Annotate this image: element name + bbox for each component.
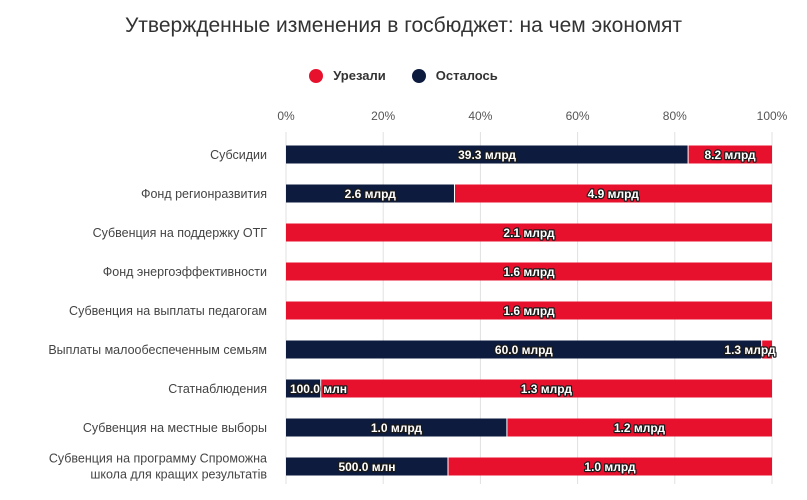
x-tick-label: 100%	[757, 109, 788, 123]
bar-remaining[interactable]	[286, 340, 762, 359]
data-label-cut: 8.2 млрд	[704, 148, 756, 162]
category-label: Субвенция на поддержку ОТГ	[93, 226, 268, 240]
data-label-cut: 2.1 млрд	[503, 226, 555, 240]
category-label: Статнаблюдения	[168, 382, 267, 396]
data-label-remaining: 2.6 млрд	[345, 187, 397, 201]
legend-label-remaining: Осталось	[435, 68, 498, 83]
bar-cut[interactable]	[506, 418, 772, 437]
bar-cut[interactable]	[454, 184, 772, 203]
bar-cut[interactable]	[448, 457, 772, 476]
bar-remaining[interactable]	[286, 184, 455, 203]
data-labels: 39.3 млрд 8.2 млрд 2.6 млрд 4.9 млрд 2.1 млр…	[289, 147, 777, 475]
data-label-cut: 1.6 млрд	[503, 265, 555, 279]
data-label-cut: 1.0 млрд	[584, 460, 636, 474]
bar-remaining[interactable]	[286, 145, 689, 164]
data-label-remaining: 60.0 млрд	[495, 343, 553, 357]
x-tick-label: 60%	[566, 109, 590, 123]
bar-remaining[interactable]	[286, 379, 321, 398]
data-label-remaining: 1.0 млрд	[371, 421, 423, 435]
bar-cut[interactable]	[286, 223, 772, 242]
category-label-line: школа для кращих результатів	[90, 468, 267, 482]
data-label-cut: 1.3 млрд	[521, 382, 573, 396]
data-label-remaining: 39.3 млрд	[458, 148, 516, 162]
bar-remaining[interactable]	[286, 457, 448, 476]
category-label: Субвенция на программу Спроможна школа дл…	[49, 452, 268, 482]
category-label: Фонд энергоэффективности	[103, 265, 267, 279]
x-axis-ticks: 0% 20% 40% 60% 80% 100%	[277, 109, 787, 123]
data-label-remaining: 100.0 млн	[290, 382, 347, 396]
bar-cut[interactable]	[286, 262, 772, 281]
bar-cut[interactable]	[688, 145, 772, 164]
legend-item-cut[interactable]: Урезали	[309, 68, 386, 83]
chart-title: Утвержденные изменения в госбюджет: на ч…	[124, 14, 683, 37]
bar-cut[interactable]	[761, 340, 772, 359]
data-label-cut: 1.2 млрд	[614, 421, 666, 435]
category-label: Субвенция на выплаты педагогам	[69, 304, 267, 318]
legend-swatch-remaining	[411, 68, 426, 83]
category-label: Субсидии	[210, 148, 267, 162]
data-label-cut: 1.6 млрд	[503, 304, 555, 318]
legend: Урезали Осталось	[0, 68, 807, 83]
data-label-cut: 4.9 млрд	[588, 187, 640, 201]
legend-item-remaining[interactable]: Осталось	[411, 68, 498, 83]
x-tick-label: 80%	[663, 109, 687, 123]
category-label: Субвенция на местные выборы	[83, 421, 267, 435]
category-label: Фонд регионразвития	[141, 187, 267, 201]
legend-label-cut: Урезали	[333, 68, 386, 83]
data-label-cut: 1.3 млрд	[724, 343, 776, 357]
bar-cut[interactable]	[320, 379, 772, 398]
category-label: Выплаты малообеспеченным семьям	[48, 343, 267, 357]
x-tick-label: 40%	[468, 109, 492, 123]
x-tick-label: 0%	[277, 109, 295, 123]
bar-remaining[interactable]	[286, 418, 507, 437]
x-tick-label: 20%	[371, 109, 395, 123]
data-label-remaining: 500.0 млн	[338, 460, 395, 474]
bars	[286, 145, 772, 476]
category-label-line: Субвенция на программу Спроможна	[49, 452, 267, 466]
category-labels: Субсидии Фонд регионразвития Субвенция на …	[48, 148, 267, 482]
legend-swatch-cut	[309, 68, 324, 83]
bar-cut[interactable]	[286, 301, 772, 320]
